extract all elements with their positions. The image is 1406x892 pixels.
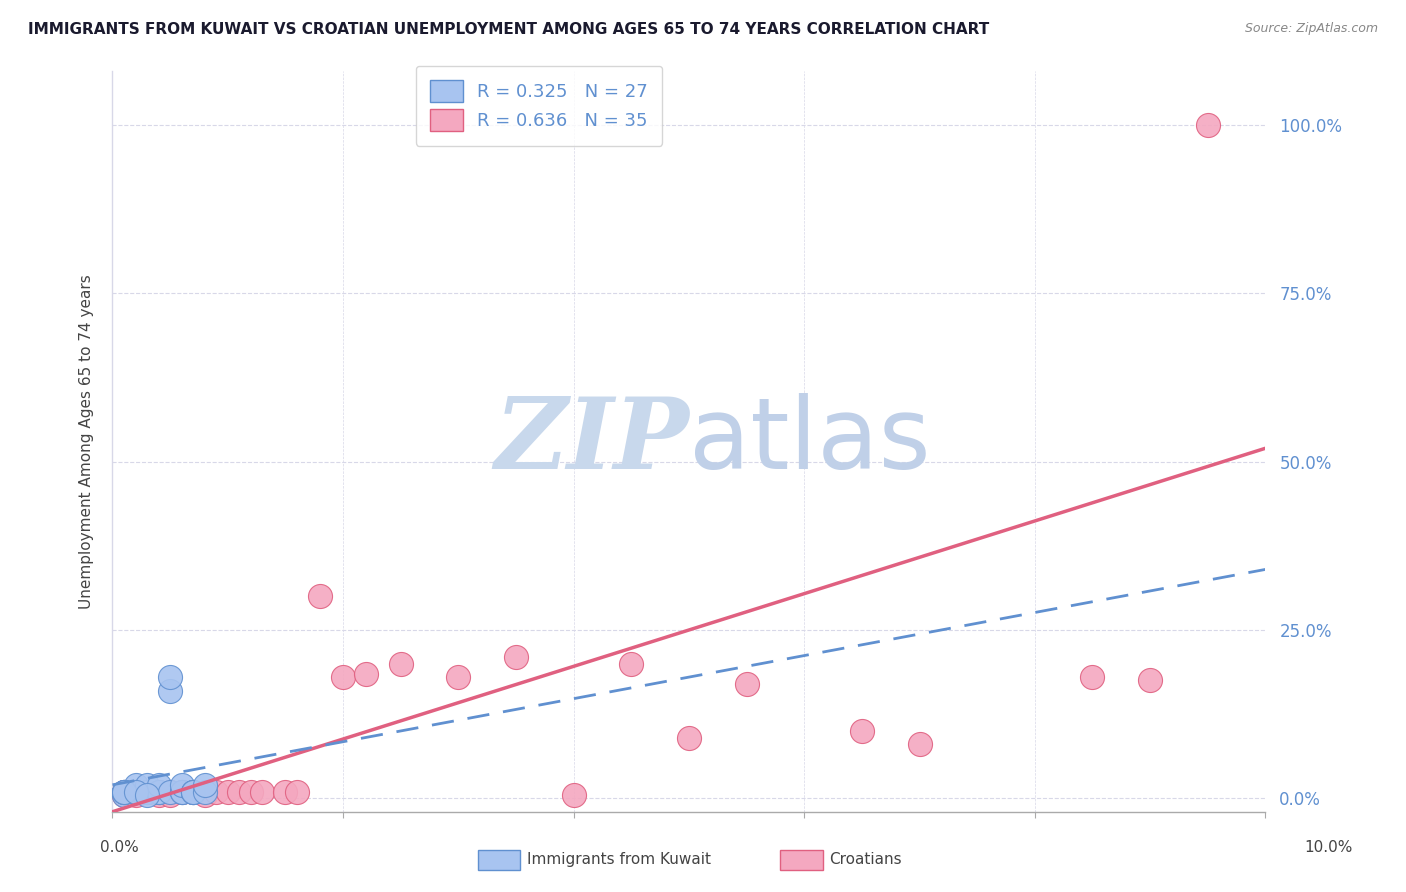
Point	[332, 670, 354, 684]
Point	[285, 784, 308, 798]
Legend: R = 0.325   N = 27, R = 0.636   N = 35: R = 0.325 N = 27, R = 0.636 N = 35	[416, 66, 662, 145]
Point	[389, 657, 412, 671]
Point	[148, 778, 170, 792]
Text: atlas: atlas	[689, 393, 931, 490]
Point	[148, 784, 170, 798]
Point	[148, 784, 170, 798]
Point	[181, 784, 204, 798]
Point	[124, 784, 146, 798]
Point	[505, 649, 527, 664]
Point	[124, 778, 146, 792]
Point	[447, 670, 470, 684]
Point	[194, 784, 217, 798]
Text: 0.0%: 0.0%	[100, 840, 139, 855]
Point	[112, 784, 135, 798]
Point	[136, 784, 159, 798]
Point	[159, 670, 181, 684]
Point	[620, 657, 643, 671]
Point	[181, 784, 204, 798]
Point	[112, 788, 135, 802]
Point	[851, 723, 873, 738]
Point	[124, 784, 146, 798]
Point	[124, 788, 146, 802]
Point	[1081, 670, 1104, 684]
Point	[136, 788, 159, 802]
Point	[1139, 673, 1161, 688]
Point	[112, 784, 135, 798]
Point	[562, 788, 585, 802]
Point	[159, 784, 181, 798]
Point	[136, 784, 159, 798]
Point	[194, 778, 217, 792]
Point	[112, 788, 135, 802]
Point	[217, 784, 239, 798]
Point	[735, 677, 758, 691]
Point	[148, 784, 170, 798]
Point	[112, 784, 135, 798]
Y-axis label: Unemployment Among Ages 65 to 74 years: Unemployment Among Ages 65 to 74 years	[79, 274, 94, 609]
Point	[136, 778, 159, 792]
Point	[136, 784, 159, 798]
Point	[252, 784, 274, 798]
Point	[170, 784, 193, 798]
Point	[678, 731, 700, 745]
Point	[170, 784, 193, 798]
Point	[354, 666, 377, 681]
Point	[239, 784, 262, 798]
Point	[112, 784, 135, 798]
Point	[170, 778, 193, 792]
Point	[194, 788, 217, 802]
Text: Croatians: Croatians	[830, 853, 903, 867]
Text: ZIP: ZIP	[494, 393, 689, 490]
Point	[228, 784, 250, 798]
Point	[159, 683, 181, 698]
Point	[908, 738, 931, 752]
Point	[181, 784, 204, 798]
Text: 10.0%: 10.0%	[1305, 840, 1353, 855]
Point	[309, 590, 332, 604]
Text: Source: ZipAtlas.com: Source: ZipAtlas.com	[1244, 22, 1378, 36]
Point	[181, 784, 204, 798]
Point	[136, 784, 159, 798]
Point	[159, 784, 181, 798]
Point	[159, 788, 181, 802]
Point	[112, 784, 135, 798]
Point	[170, 784, 193, 798]
Text: Immigrants from Kuwait: Immigrants from Kuwait	[527, 853, 711, 867]
Point	[124, 784, 146, 798]
Point	[1197, 118, 1219, 132]
Point	[274, 784, 297, 798]
Text: IMMIGRANTS FROM KUWAIT VS CROATIAN UNEMPLOYMENT AMONG AGES 65 TO 74 YEARS CORREL: IMMIGRANTS FROM KUWAIT VS CROATIAN UNEMP…	[28, 22, 990, 37]
Point	[205, 784, 228, 798]
Point	[124, 784, 146, 798]
Point	[148, 788, 170, 802]
